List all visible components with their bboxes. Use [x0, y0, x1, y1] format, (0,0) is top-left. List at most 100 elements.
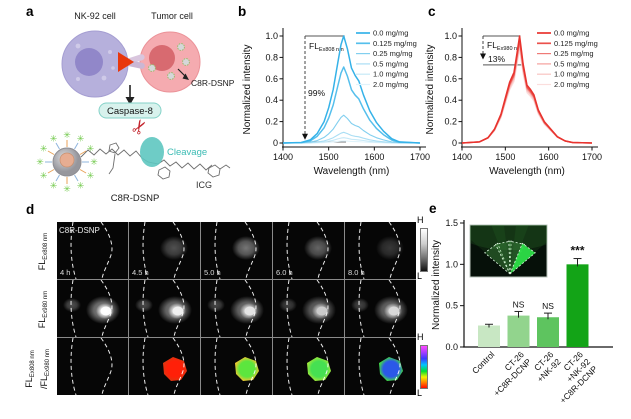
- inset-limb-outline: [494, 240, 512, 275]
- time-label: 4 h: [60, 268, 70, 277]
- fluorescence-image-r2c2: [129, 279, 200, 338]
- category-label: Control: [470, 349, 497, 376]
- synapse-triangle: [118, 52, 134, 72]
- row-label-main: FL: [37, 317, 47, 329]
- time-label: 4.5 h: [132, 268, 149, 277]
- mouse-outline: [388, 279, 401, 338]
- tspan: FL: [309, 41, 319, 51]
- mouse-outline: [172, 279, 185, 338]
- cleavage-label: Cleavage: [167, 147, 207, 158]
- mouse-outline: [172, 221, 185, 280]
- tspan: Ex980 nm: [497, 46, 522, 52]
- image-canvas: 5.0 h: [204, 221, 260, 280]
- row-label-sub: Ex808 nm: [43, 232, 49, 260]
- ligand-spoke: [47, 150, 55, 155]
- quencher-star-icon: ✳: [90, 157, 98, 167]
- image-canvas: 6.0 h: [276, 221, 332, 280]
- series-line: [282, 66, 421, 144]
- chemical-structure: [80, 142, 231, 180]
- legend-label: 2.0 mg/mg: [373, 80, 408, 89]
- nk-cell-nucleus: [75, 48, 103, 76]
- significance-label: NS: [542, 301, 554, 311]
- spectrum-chart-ex980: 1400 1500 1600 1700 0 0.2 0.4 0.6 0.8 1.0 Waveleng…: [425, 28, 602, 177]
- mouse-outline: [142, 337, 149, 396]
- mouse-outline: [244, 337, 257, 396]
- fluorescence-blob: [160, 236, 188, 260]
- y-tick-label: 1.0: [445, 259, 458, 269]
- ligand-spoke: [55, 142, 60, 150]
- ellipse: [244, 306, 256, 316]
- ellipse: [316, 306, 328, 316]
- panel-label-b: b: [238, 4, 247, 19]
- y-tick-label: 0.4: [265, 95, 278, 105]
- fluorescence-image-r3c4: [273, 337, 344, 396]
- mouse-outline: [142, 279, 149, 338]
- scissors-icon: ✂: [127, 115, 153, 139]
- fluorescence-image-r2c3: [201, 279, 272, 338]
- x-tick-label: 1600: [364, 152, 384, 162]
- legend-label: 0.0 mg/mg: [554, 29, 589, 38]
- legend-label: 0.25 mg/mg: [554, 49, 594, 58]
- row-label-main: FL: [24, 377, 34, 388]
- y-tick-label: 0.6: [444, 74, 457, 84]
- nanoparticles-in-tumor: [148, 43, 190, 80]
- fluorescence-blob: [207, 296, 264, 324]
- row-label-main: FL: [37, 259, 47, 271]
- nanoparticle-star-field: ✳✳✳✳✳✳✳✳✳ ✳ ✳✳: [36, 130, 98, 194]
- panel-label-d: d: [26, 202, 35, 217]
- mouse-outline: [100, 221, 113, 280]
- image-canvas: 8.0 h: [348, 221, 404, 280]
- y-tick-label: 0.5: [445, 301, 458, 311]
- x-tick-label: 1400: [452, 152, 472, 162]
- mouse-outline: [316, 279, 329, 338]
- ratio-blob: [307, 357, 331, 381]
- inset-limb-bright: [509, 242, 536, 275]
- x-axis-title: Wavelength (nm): [489, 166, 565, 177]
- fluorescence-image-r1c5: 8.0 h: [345, 221, 416, 280]
- mouse-outline: [100, 279, 113, 338]
- fluorescence-image-r1c1: C8R-DSNP 4 h: [57, 221, 128, 280]
- tumor-cell-nucleus: [149, 45, 175, 71]
- image-canvas: [214, 337, 259, 396]
- x-tick-label: 1500: [495, 152, 515, 162]
- ellipse: [172, 306, 184, 316]
- quencher-star-icon: ✳: [50, 180, 58, 190]
- legend-label: 0.5 mg/mg: [554, 59, 589, 68]
- x-tick-label: 1600: [539, 152, 559, 162]
- mouse-outline: [214, 279, 221, 338]
- ligand-spoke: [47, 169, 55, 174]
- panel-label-e: e: [429, 201, 437, 216]
- mouse-outline: [316, 337, 329, 396]
- y-axis-title: Normalized intensity: [431, 240, 442, 330]
- significance-label: NS: [513, 299, 525, 309]
- ratio-blob: [235, 357, 259, 381]
- c8r-dsnp-structure-label: C8R-DSNP: [111, 193, 160, 204]
- fluorescence-image-r2c4: [273, 279, 344, 338]
- fl-annotation-label: FLEx808 nm: [309, 41, 344, 53]
- mouse-outline: [286, 337, 293, 396]
- x-tick-label: 1700: [582, 152, 602, 162]
- fl-annotation-label: FLEx980 nm: [487, 40, 522, 52]
- annotation-arrowhead-icon: [480, 53, 486, 60]
- c8r-dsnp-release-label: C8R-DSNP: [191, 78, 235, 88]
- condition-label: C8R-DSNP: [59, 226, 100, 235]
- row-label-main: /FL: [39, 376, 49, 390]
- mouse-outline: [70, 337, 77, 396]
- image-canvas: C8R-DSNP 4 h: [59, 221, 113, 280]
- mouse-outline: [388, 337, 401, 396]
- grayscale-colorbar: [420, 228, 428, 272]
- ellipse: [279, 298, 297, 312]
- x-tick-label: 1500: [319, 152, 339, 162]
- quencher-star-icon: ✳: [87, 171, 95, 181]
- y-tick-label: 0.2: [265, 117, 278, 127]
- quencher-star-icon: ✳: [77, 134, 85, 144]
- mouse-outline: [388, 221, 401, 280]
- ligand-spoke: [55, 174, 60, 182]
- time-label: 5.0 h: [204, 268, 221, 277]
- tspan: FL: [487, 40, 497, 50]
- image-canvas: [279, 279, 336, 338]
- fluorescence-image-r3c5: [345, 337, 416, 396]
- bar: [537, 317, 559, 347]
- y-tick-label: 1.5: [445, 218, 458, 228]
- colorbar-high-label: H: [417, 215, 424, 225]
